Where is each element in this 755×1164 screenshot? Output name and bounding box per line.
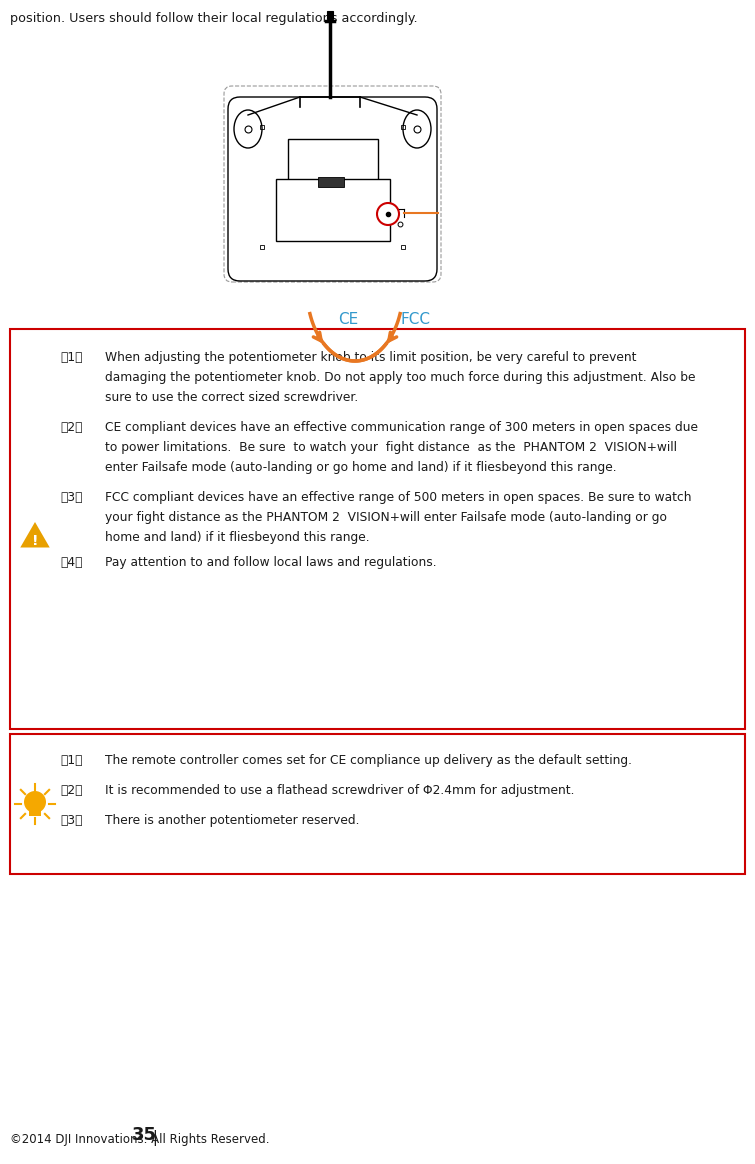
Ellipse shape: [403, 111, 431, 148]
Text: to power limitations.  Be sure  to watch your  fight distance  as the  PHANTOM 2: to power limitations. Be sure to watch y…: [105, 441, 677, 454]
Circle shape: [377, 203, 399, 225]
Text: （3）: （3）: [60, 491, 82, 504]
Text: （4）: （4）: [60, 556, 82, 569]
Text: !: !: [32, 534, 39, 548]
FancyBboxPatch shape: [228, 97, 437, 281]
Ellipse shape: [234, 111, 262, 148]
Circle shape: [24, 792, 46, 812]
FancyBboxPatch shape: [318, 177, 344, 187]
Text: your fight distance as the PHANTOM 2  VISION+will enter Failsafe mode (auto-land: your fight distance as the PHANTOM 2 VIS…: [105, 511, 667, 524]
Text: FCC: FCC: [400, 312, 430, 327]
Text: When adjusting the potentiometer knob to its limit position, be very careful to : When adjusting the potentiometer knob to…: [105, 352, 636, 364]
Text: There is another potentiometer reserved.: There is another potentiometer reserved.: [105, 814, 359, 826]
FancyBboxPatch shape: [29, 808, 41, 816]
Text: It is recommended to use a flathead screwdriver of Φ2.4mm for adjustment.: It is recommended to use a flathead scre…: [105, 785, 575, 797]
Text: （2）: （2）: [60, 421, 82, 434]
Text: home and land) if it fliesbeyond this range.: home and land) if it fliesbeyond this ra…: [105, 531, 370, 544]
Text: Pay attention to and follow local laws and regulations.: Pay attention to and follow local laws a…: [105, 556, 436, 569]
Text: FCC compliant devices have an effective range of 500 meters in open spaces. Be s: FCC compliant devices have an effective …: [105, 491, 692, 504]
FancyBboxPatch shape: [10, 329, 745, 729]
Text: enter Failsafe mode (auto-landing or go home and land) if it fliesbeyond this ra: enter Failsafe mode (auto-landing or go …: [105, 461, 617, 474]
Text: 35: 35: [132, 1126, 157, 1144]
FancyBboxPatch shape: [276, 179, 390, 241]
Text: （1）: （1）: [60, 352, 82, 364]
Text: （2）: （2）: [60, 785, 82, 797]
FancyBboxPatch shape: [327, 10, 333, 19]
FancyBboxPatch shape: [10, 734, 745, 874]
Text: ©2014 DJI Innovations. All Rights Reserved.: ©2014 DJI Innovations. All Rights Reserv…: [10, 1133, 270, 1147]
Text: （3）: （3）: [60, 814, 82, 826]
Text: damaging the potentiometer knob. Do not apply too much force during this adjustm: damaging the potentiometer knob. Do not …: [105, 371, 695, 384]
Text: （1）: （1）: [60, 754, 82, 767]
Text: position. Users should follow their local regulations accordingly.: position. Users should follow their loca…: [10, 12, 418, 24]
Text: CE compliant devices have an effective communication range of 300 meters in open: CE compliant devices have an effective c…: [105, 421, 698, 434]
FancyBboxPatch shape: [288, 139, 378, 204]
Text: sure to use the correct sized screwdriver.: sure to use the correct sized screwdrive…: [105, 391, 359, 404]
Text: |: |: [148, 1130, 158, 1147]
Text: The remote controller comes set for CE compliance up delivery as the default set: The remote controller comes set for CE c…: [105, 754, 632, 767]
Text: CE: CE: [338, 312, 358, 327]
